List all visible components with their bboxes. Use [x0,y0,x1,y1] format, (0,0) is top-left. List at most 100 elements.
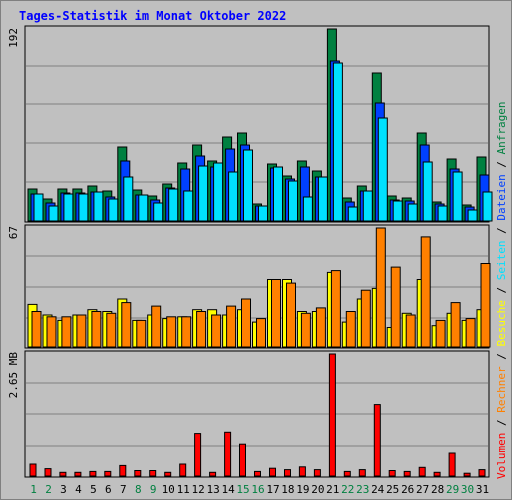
x-tick-label-14: 14 [221,483,235,496]
legend-separator: / [495,347,508,367]
x-tick-label-16: 16 [251,483,264,496]
bar-rechner-day-2 [46,316,57,348]
bar-volumen-day-28 [433,471,441,477]
bar-seiten-day-6 [108,198,119,222]
bar-volumen-day-22 [343,470,351,477]
bar-volumen-day-23 [358,469,366,477]
bar-volumen-day-5 [89,470,97,477]
x-tick-label-13: 13 [206,483,219,496]
x-tick-label-8: 8 [135,483,142,496]
bar-rechner-day-13 [211,314,222,348]
x-tick-label-26: 26 [401,483,414,496]
bar-volumen-day-7 [119,464,127,477]
bar-seiten-day-4 [78,193,89,222]
bar-volumen-day-15 [239,443,246,477]
bar-volumen-day-3 [59,471,67,477]
bar-rechner-day-8 [136,319,147,348]
page-title: Tages-Statistik im Monat Oktober 2022 [19,9,287,23]
bar-volumen-day-14 [224,431,232,477]
bar-seiten-day-25 [392,200,403,222]
bar-rechner-day-9 [151,305,162,348]
bar-seiten-day-12 [198,165,209,222]
bar-rechner-day-1 [31,311,42,348]
x-tick-label-3: 3 [60,483,67,496]
x-tick-label-23: 23 [356,483,369,496]
bar-seiten-day-10 [168,188,179,222]
bar-rechner-day-7 [121,302,132,348]
bar-seiten-day-14 [228,171,239,222]
bar-seiten-day-7 [123,176,134,222]
bar-volumen-day-12 [194,433,202,477]
legend-separator: / [495,413,508,433]
x-tick-label-15: 15 [236,483,249,496]
labels-layer: 1 2 3 4 5 6 7 8 9 10 11 12 13 14 15 16 17 18 19 20 21 22 23 24 2… [7,28,508,496]
bar-volumen-day-1 [29,463,37,477]
bars-layer [27,28,493,477]
x-tick-label-6: 6 [105,483,112,496]
bar-rechner-day-28 [435,319,446,348]
bar-seiten-day-30 [467,209,478,222]
bar-volumen-day-24 [373,404,381,477]
x-tick-label-10: 10 [162,483,175,496]
bar-volumen-day-18 [284,469,291,477]
bar-volumen-day-29 [448,452,456,477]
bar-rechner-day-22 [345,311,356,348]
requests-panel [24,25,490,223]
bar-seiten-day-13 [213,162,224,222]
bar-rechner-day-19 [300,312,311,348]
x-tick-label-12: 12 [191,483,204,496]
bar-seiten-day-28 [437,205,448,222]
x-tick-label-4: 4 [75,483,82,496]
bar-rechner-day-11 [181,316,192,348]
bar-volumen-day-27 [418,466,426,477]
bar-seiten-day-17 [273,166,283,222]
bar-rechner-day-27 [420,236,431,348]
x-tick-label-22: 22 [341,483,354,496]
bar-rechner-day-20 [315,307,326,348]
x-tick-label-5: 5 [90,483,97,496]
legend-item-besuche: Besuche [495,300,508,346]
bar-volumen-day-20 [313,469,321,477]
grid-layer [26,65,488,447]
bar-volumen-day-26 [403,470,411,477]
legend-item-rechner: Rechner [495,366,508,413]
x-tick-label-24: 24 [371,483,385,496]
bar-seiten-day-20 [317,176,328,222]
bar-seiten-day-15 [243,149,253,222]
bar-rechner-day-15 [241,298,251,348]
bar-volumen-day-21 [328,353,336,477]
bar-seiten-day-5 [93,191,104,222]
bar-volumen-day-10 [164,471,172,477]
bar-seiten-day-1 [33,193,44,222]
x-tick-label-17: 17 [266,483,279,496]
legend-separator: / [495,154,508,174]
bar-volumen-day-4 [74,471,82,477]
bar-seiten-day-16 [258,205,268,222]
bar-seiten-day-26 [407,203,418,222]
legend-item-seiten: Seiten [495,241,508,281]
bar-volumen-day-8 [134,470,142,477]
bar-volumen-day-11 [179,463,187,477]
bar-rechner-day-3 [61,316,72,348]
legend-item-volumen: Volumen [495,433,508,479]
bar-volumen-day-31 [478,469,486,477]
legend-separator: / [495,221,508,241]
bar-rechner-day-26 [405,314,416,348]
bar-seiten-day-27 [422,161,433,222]
bar-rechner-day-17 [271,279,281,348]
y-max-label-volume: 2.65 MB [7,352,20,399]
x-tick-label-21: 21 [326,483,339,496]
bar-seiten-day-29 [452,171,463,222]
bar-rechner-day-10 [166,316,177,348]
bar-seiten-day-9 [153,202,164,222]
bar-rechner-day-5 [91,311,102,348]
bar-rechner-day-4 [76,314,87,348]
bar-rechner-day-6 [106,312,117,348]
bar-seiten-day-21 [332,62,343,222]
x-tick-label-28: 28 [431,483,444,496]
bar-seiten-day-23 [362,190,373,222]
bar-volumen-day-25 [388,470,396,477]
bar-seiten-day-19 [302,196,313,222]
bar-rechner-day-25 [390,266,401,348]
